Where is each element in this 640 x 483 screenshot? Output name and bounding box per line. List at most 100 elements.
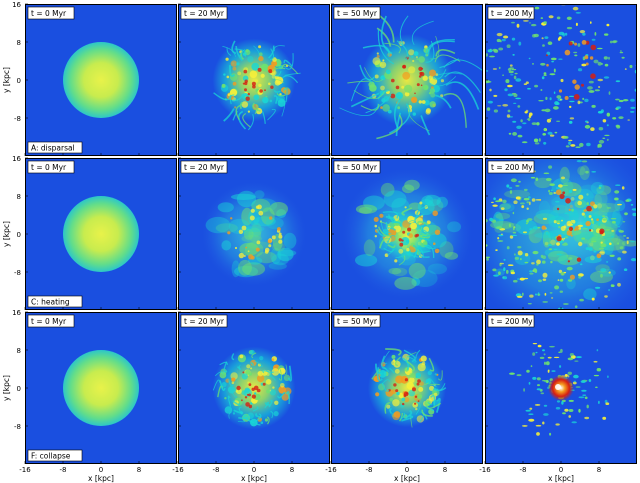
time-label-text: t = 20 Myr	[184, 163, 225, 172]
panel-r2-c4: t = 200 My	[484, 157, 637, 310]
x-axis-label: x [kpc]	[241, 474, 267, 483]
y-tick-label: 0	[17, 231, 21, 239]
x-axis-label: x [kpc]	[548, 474, 574, 483]
y-tick-label: 16	[12, 1, 21, 9]
tick-marks	[24, 311, 140, 464]
time-label: t = 200 My	[487, 314, 535, 328]
x-tick-label: -8	[520, 466, 527, 474]
x-tick-label: -16	[172, 466, 184, 474]
panel-r3-c1: t = 0 Myr F: collapse	[24, 311, 177, 464]
time-label-text: t = 0 Myr	[31, 9, 67, 18]
tick-marks	[484, 311, 600, 464]
tick-marks	[330, 157, 446, 310]
x-tick-label: -16	[479, 466, 491, 474]
x-tick-label: 8	[443, 466, 447, 474]
run-label-text: A: disparsal	[31, 144, 75, 153]
y-axis-row-3: 16 8 0 -8 y [kpc]	[2, 309, 22, 431]
x-axis-label: x [kpc]	[394, 474, 420, 483]
panel-r3-c4: t = 200 My	[484, 311, 637, 464]
x-tick-label: -16	[19, 466, 31, 474]
tick-marks	[177, 311, 293, 464]
x-tick-label: 8	[137, 466, 141, 474]
time-label-text: t = 200 My	[491, 163, 533, 172]
time-label: t = 200 My	[487, 160, 535, 174]
initial-sphere	[63, 42, 139, 118]
tick-marks	[484, 3, 600, 156]
x-axis-col-3: -16 -8 0 8 x [kpc]	[325, 466, 447, 483]
panel-r1-c1: t = 0 Myr A: disparsal	[24, 3, 177, 156]
time-label-text: t = 200 My	[491, 317, 533, 326]
y-tick-label: -8	[14, 115, 21, 123]
tick-marks	[177, 157, 293, 310]
time-label: t = 20 Myr	[180, 314, 228, 328]
tick-marks	[177, 3, 293, 156]
run-label-text: F: collapse	[31, 452, 71, 461]
x-tick-label: 0	[559, 466, 563, 474]
y-tick-label: 8	[17, 193, 21, 201]
run-label: A: disparsal	[27, 141, 83, 154]
y-tick-label: 16	[12, 309, 21, 317]
tick-marks	[24, 3, 140, 156]
time-label-text: t = 200 My	[491, 9, 533, 18]
run-label: F: collapse	[27, 449, 83, 462]
x-axis-col-4: -16 -8 0 8 x [kpc]	[479, 466, 601, 483]
run-label-text: C: heating	[31, 298, 70, 307]
x-tick-label: -8	[366, 466, 373, 474]
time-label-text: t = 20 Myr	[184, 317, 225, 326]
x-tick-label: -16	[325, 466, 337, 474]
panel-r1-c3: t = 50 Myr	[330, 3, 483, 156]
time-label-text: t = 0 Myr	[31, 317, 67, 326]
time-label: t = 200 My	[487, 6, 535, 20]
x-axis-col-1: -16 -8 0 8 x [kpc]	[19, 466, 141, 483]
initial-sphere	[63, 350, 139, 426]
tick-marks	[330, 3, 446, 156]
x-tick-label: -8	[60, 466, 67, 474]
panel-r3-c2: t = 20 Myr	[177, 311, 330, 464]
panel-r1-c4: t = 200 My	[484, 3, 637, 156]
x-tick-label: 8	[597, 466, 601, 474]
tick-marks	[484, 157, 600, 310]
y-tick-label: 8	[17, 39, 21, 47]
time-label-text: t = 0 Myr	[31, 163, 67, 172]
y-axis-row-2: 16 8 0 -8 y [kpc]	[2, 155, 22, 277]
y-tick-label: 0	[17, 77, 21, 85]
y-tick-label: 0	[17, 385, 21, 393]
time-label: t = 50 Myr	[333, 160, 381, 174]
y-tick-label: 16	[12, 155, 21, 163]
x-tick-label: 0	[405, 466, 409, 474]
time-label: t = 20 Myr	[180, 160, 228, 174]
panel-r1-c2: t = 20 Myr	[177, 3, 330, 156]
time-label-text: t = 20 Myr	[184, 9, 225, 18]
y-axis-label: y [kpc]	[2, 375, 11, 401]
x-axis-label: x [kpc]	[88, 474, 114, 483]
time-label: t = 50 Myr	[333, 314, 381, 328]
time-label: t = 0 Myr	[27, 314, 75, 328]
x-tick-label: -8	[213, 466, 220, 474]
time-label: t = 0 Myr	[27, 6, 75, 20]
time-label: t = 20 Myr	[180, 6, 228, 20]
tick-marks	[24, 157, 140, 310]
y-tick-label: -8	[14, 423, 21, 431]
central-core	[548, 375, 574, 401]
time-label-text: t = 50 Myr	[337, 317, 378, 326]
time-label: t = 50 Myr	[333, 6, 381, 20]
x-tick-label: 8	[290, 466, 294, 474]
y-axis-label: y [kpc]	[2, 67, 11, 93]
y-tick-label: -8	[14, 269, 21, 277]
panel-r2-c1: t = 0 Myr C: heating	[24, 157, 177, 310]
time-label-text: t = 50 Myr	[337, 163, 378, 172]
tick-marks	[330, 311, 446, 464]
y-axis-label: y [kpc]	[2, 221, 11, 247]
time-label-text: t = 50 Myr	[337, 9, 378, 18]
x-tick-label: 0	[252, 466, 256, 474]
panel-r2-c2: t = 20 Myr	[177, 157, 330, 310]
panel-r3-c3: t = 50 Myr	[330, 311, 483, 464]
initial-sphere	[63, 196, 139, 272]
time-label: t = 0 Myr	[27, 160, 75, 174]
x-tick-label: 0	[99, 466, 103, 474]
x-axis-col-2: -16 -8 0 8 x [kpc]	[172, 466, 294, 483]
run-label: C: heating	[27, 295, 83, 308]
y-tick-label: 8	[17, 347, 21, 355]
y-axis-row-1: 16 8 0 -8 y [kpc]	[2, 1, 22, 123]
